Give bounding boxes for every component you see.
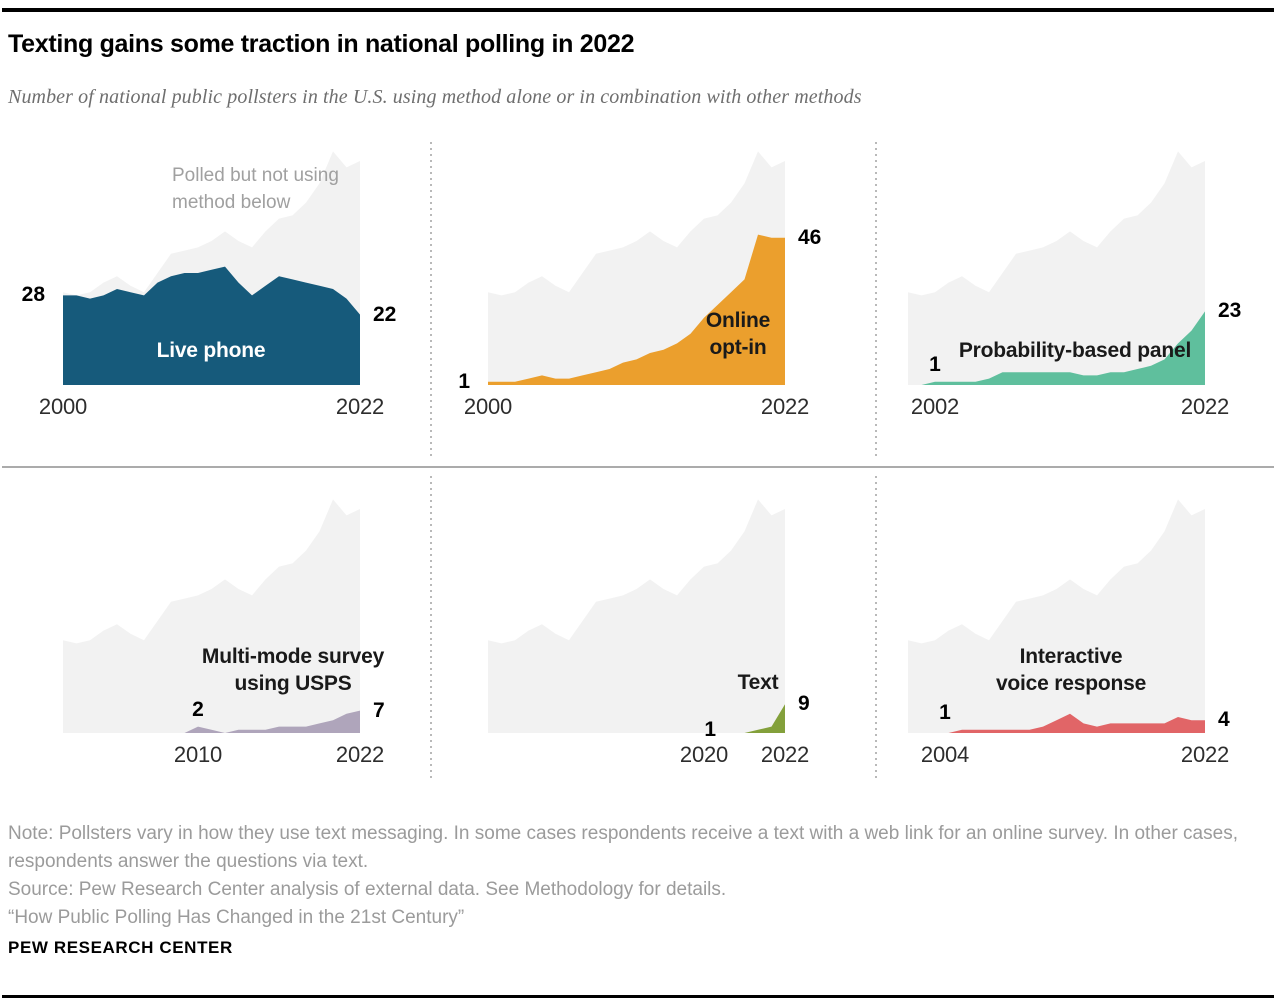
x-tick-start-multi-mode-usps: 2010	[173, 742, 223, 767]
start-value-label-multi-mode-usps: 2	[192, 697, 204, 721]
page-subtitle: Number of national public pollsters in t…	[8, 86, 862, 108]
start-value-label-online-opt-in: 1	[458, 369, 470, 393]
total-pollsters-area	[908, 151, 1205, 385]
column-divider	[875, 476, 877, 778]
area-chart-interactive-voice-response	[908, 499, 1205, 733]
footer-notes: Note: Pollsters vary in how they use tex…	[8, 820, 1260, 932]
background-area-note: Polled but not using method below	[172, 162, 339, 216]
column-divider	[430, 142, 432, 456]
x-tick-end-online-opt-in: 2022	[760, 394, 810, 419]
method-label-live-phone: Live phone	[91, 337, 331, 364]
method-label-line: voice response	[995, 672, 1147, 695]
x-tick-start-live-phone: 2000	[38, 394, 88, 419]
method-label-line: Live phone	[156, 339, 266, 362]
source-text: Source: Pew Research Center analysis of …	[8, 879, 727, 900]
x-tick-start-text: 2020	[679, 742, 729, 767]
page-title: Texting gains some traction in national …	[8, 30, 635, 58]
method-label-line: Online	[705, 309, 771, 332]
panel-interactive-voice-response: Interactive voice response 1 4 2004 2022	[908, 488, 1230, 767]
method-area-text	[744, 704, 785, 733]
x-tick-end-text: 2022	[760, 742, 810, 767]
x-tick-start-online-opt-in: 2000	[463, 394, 513, 419]
bottom-rule	[2, 995, 1274, 998]
method-label-interactive-voice-response: Interactive voice response	[951, 643, 1191, 697]
method-label-text: Text	[638, 669, 878, 696]
total-pollsters-area	[908, 499, 1205, 733]
method-label-multi-mode-usps: Multi-mode survey using USPS	[173, 643, 413, 697]
start-value-label-text: 1	[704, 717, 716, 741]
method-label-line: Multi-mode survey	[201, 645, 385, 668]
method-area-multi-mode-usps	[184, 710, 360, 733]
panel-multi-mode-usps: Multi-mode survey using USPS 2 7 2010 2022	[63, 488, 385, 767]
method-label-line: opt-in	[709, 336, 767, 359]
panel-text: Text 1 9 2020 2022	[488, 488, 810, 767]
total-pollsters-area	[488, 499, 785, 733]
x-tick-end-live-phone: 2022	[335, 394, 385, 419]
x-tick-start-probability-based-panel: 2002	[910, 394, 960, 419]
x-tick-end-probability-based-panel: 2022	[1180, 394, 1230, 419]
area-chart-multi-mode-usps	[63, 499, 360, 733]
method-area-interactive-voice-response	[935, 713, 1205, 733]
area-chart-live-phone	[63, 151, 360, 385]
end-value-label-live-phone: 22	[373, 302, 397, 326]
area-chart-text	[488, 499, 785, 733]
end-value-label-multi-mode-usps: 7	[373, 698, 385, 722]
x-tick-start-interactive-voice-response: 2004	[920, 742, 970, 767]
total-pollsters-area	[63, 499, 360, 733]
method-label-probability-based-panel: Probability-based panel	[955, 337, 1195, 364]
start-value-label-live-phone: 28	[21, 283, 45, 307]
panel-probability-based-panel: Probability-based panel 1 23 2002 2022	[908, 140, 1241, 419]
end-value-label-online-opt-in: 46	[798, 225, 822, 249]
end-value-label-text: 9	[798, 692, 810, 716]
report-title-text: “How Public Polling Has Changed in the 2…	[8, 907, 465, 928]
method-area-live-phone	[63, 266, 360, 385]
background-area-note-line: Polled but not using	[172, 165, 339, 186]
note-text: Note: Pollsters vary in how they use tex…	[8, 823, 1238, 872]
method-label-line: Text	[737, 671, 779, 694]
method-label-online-opt-in: Online opt-in	[618, 307, 858, 361]
x-tick-end-multi-mode-usps: 2022	[335, 742, 385, 767]
area-chart-online-opt-in	[488, 151, 785, 385]
method-label-line: using USPS	[234, 672, 352, 695]
x-tick-end-interactive-voice-response: 2022	[1180, 742, 1230, 767]
start-value-label-interactive-voice-response: 1	[939, 700, 951, 724]
column-divider	[875, 142, 877, 456]
start-value-label-probability-based-panel: 1	[929, 352, 941, 376]
column-divider	[430, 476, 432, 778]
method-label-line: Interactive	[1019, 645, 1123, 668]
top-rule	[2, 8, 1274, 12]
pew-research-center-logo: PEW RESEARCH CENTER	[8, 938, 233, 957]
method-area-probability-based-panel	[908, 311, 1205, 385]
method-area-online-opt-in	[488, 234, 785, 385]
method-label-line: Probability-based panel	[958, 339, 1192, 362]
area-chart-probability-based-panel	[908, 151, 1205, 385]
panel-online-opt-in: Online opt-in 1 46 2000 2022	[458, 140, 821, 419]
row-divider	[2, 466, 1274, 468]
panel-live-phone: Polled but not using method below Live pho…	[22, 140, 396, 419]
end-value-label-interactive-voice-response: 4	[1218, 708, 1230, 732]
end-value-label-probability-based-panel: 23	[1218, 299, 1242, 323]
background-area-note-line: method below	[172, 192, 291, 213]
